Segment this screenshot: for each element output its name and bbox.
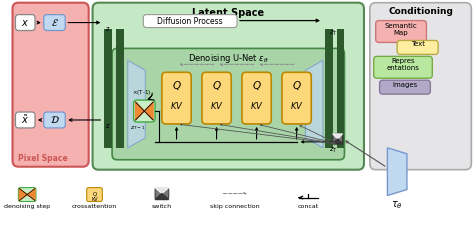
Text: $Q$: $Q$: [252, 79, 262, 92]
Text: $x$: $x$: [21, 18, 29, 27]
Text: Q: Q: [92, 192, 97, 196]
FancyBboxPatch shape: [44, 15, 65, 31]
FancyBboxPatch shape: [16, 112, 35, 128]
Text: Images: Images: [392, 82, 418, 88]
FancyBboxPatch shape: [143, 15, 237, 27]
Text: Semantic
Map: Semantic Map: [385, 23, 418, 35]
FancyBboxPatch shape: [333, 134, 343, 144]
Text: $z_T$: $z_T$: [329, 146, 338, 155]
Text: z: z: [105, 26, 109, 31]
FancyBboxPatch shape: [370, 3, 471, 170]
Polygon shape: [155, 194, 169, 200]
FancyBboxPatch shape: [397, 40, 438, 54]
Text: $KV$: $KV$: [290, 100, 303, 111]
Text: $Q$: $Q$: [172, 79, 182, 92]
Text: concat: concat: [298, 204, 319, 209]
FancyBboxPatch shape: [155, 188, 169, 200]
Bar: [325, 28, 333, 148]
FancyBboxPatch shape: [374, 56, 432, 78]
Polygon shape: [333, 134, 343, 139]
Text: $Q$: $Q$: [212, 79, 221, 92]
FancyBboxPatch shape: [18, 188, 36, 201]
FancyBboxPatch shape: [134, 100, 155, 122]
Text: $KV$: $KV$: [250, 100, 264, 111]
FancyBboxPatch shape: [380, 80, 430, 94]
Polygon shape: [128, 60, 146, 148]
FancyBboxPatch shape: [162, 72, 191, 124]
Polygon shape: [387, 148, 407, 196]
Text: Denoising U-Net $\epsilon_\theta$: Denoising U-Net $\epsilon_\theta$: [188, 52, 269, 65]
Polygon shape: [136, 102, 144, 120]
Text: crossattention: crossattention: [72, 204, 117, 209]
Polygon shape: [305, 60, 323, 148]
Text: $\tau_\theta$: $\tau_\theta$: [391, 200, 403, 211]
Bar: [337, 28, 345, 148]
FancyBboxPatch shape: [376, 21, 427, 43]
Polygon shape: [333, 139, 343, 144]
Text: skip connection: skip connection: [210, 204, 260, 209]
Text: Conditioning: Conditioning: [388, 7, 453, 16]
Polygon shape: [144, 102, 153, 120]
Polygon shape: [19, 188, 27, 200]
Text: Diffusion Process: Diffusion Process: [157, 17, 223, 26]
FancyBboxPatch shape: [16, 15, 35, 31]
FancyBboxPatch shape: [202, 72, 231, 124]
Bar: [104, 28, 112, 148]
Polygon shape: [27, 188, 35, 200]
FancyBboxPatch shape: [87, 188, 102, 201]
Text: $KV$: $KV$: [210, 100, 223, 111]
Text: z: z: [105, 123, 109, 129]
Text: Latent Space: Latent Space: [192, 8, 264, 18]
Text: $\tilde{x}$: $\tilde{x}$: [21, 114, 29, 126]
Polygon shape: [155, 188, 169, 194]
FancyBboxPatch shape: [112, 48, 345, 160]
FancyBboxPatch shape: [44, 112, 65, 128]
Text: $z_{T-1}$: $z_{T-1}$: [130, 124, 146, 132]
Text: $Q$: $Q$: [292, 79, 301, 92]
Bar: [116, 28, 124, 148]
Text: Text: Text: [410, 41, 425, 47]
Text: $z_T$: $z_T$: [329, 28, 338, 38]
Text: $\times$(T-1): $\times$(T-1): [132, 88, 151, 97]
Text: Pixel Space: Pixel Space: [18, 154, 68, 163]
FancyBboxPatch shape: [92, 3, 364, 170]
Text: denoising step: denoising step: [4, 204, 50, 209]
FancyBboxPatch shape: [12, 3, 89, 167]
Text: $\mathcal{E}$: $\mathcal{E}$: [51, 17, 58, 28]
Text: $KV$: $KV$: [170, 100, 183, 111]
Text: KV: KV: [91, 196, 98, 202]
Text: $\mathcal{D}$: $\mathcal{D}$: [50, 114, 59, 125]
Text: switch: switch: [152, 204, 172, 209]
FancyBboxPatch shape: [282, 72, 311, 124]
FancyBboxPatch shape: [242, 72, 271, 124]
Text: Repres
entations: Repres entations: [387, 58, 419, 71]
